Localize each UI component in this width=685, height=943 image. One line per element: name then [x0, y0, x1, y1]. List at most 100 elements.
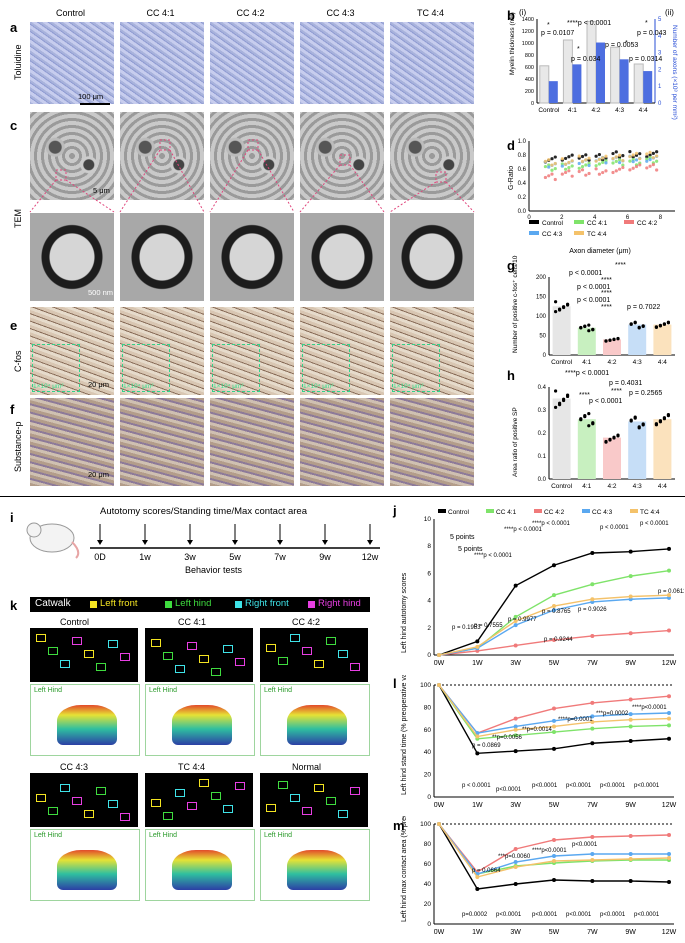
- y-tick: 80: [424, 841, 432, 848]
- data-dot: [616, 434, 620, 438]
- cfos-roi-label: 1×10⁴ μm²: [303, 383, 334, 390]
- y-tick: 0.2: [538, 431, 547, 437]
- data-dot: [591, 422, 595, 426]
- scatter-point: [570, 159, 574, 163]
- y-tick: 0.0: [518, 209, 527, 215]
- bar: [628, 324, 647, 355]
- timeline-label: 5w: [229, 552, 241, 562]
- data-dot: [554, 389, 558, 393]
- series-point: [475, 639, 480, 644]
- paw-print: [96, 787, 106, 795]
- panel-label-j: j: [393, 503, 397, 518]
- scatter-point: [638, 163, 642, 167]
- data-dot: [554, 405, 558, 409]
- series-point: [628, 549, 633, 554]
- series-point: [513, 727, 518, 732]
- heatmap-label: Left Hind: [264, 832, 293, 839]
- tem-image-cc43: [300, 112, 384, 200]
- series-point: [513, 716, 518, 721]
- scatter-point: [550, 168, 554, 172]
- toluidine-image-control: [30, 22, 114, 104]
- x-tick: 1W: [472, 802, 483, 809]
- series-point: [475, 875, 480, 879]
- stat-label: ****: [601, 290, 612, 297]
- legend-entry: TC 4:4: [587, 231, 607, 238]
- stat-label: p<0.0001: [600, 783, 626, 789]
- series-point: [513, 749, 518, 754]
- annotation: 5 points: [458, 546, 483, 553]
- legend-entry: CC 4:1: [496, 509, 517, 516]
- roman-right: (ii): [665, 8, 674, 17]
- series-point: [590, 700, 595, 705]
- tem-zoom-control: [30, 213, 114, 301]
- scatter-point: [631, 153, 635, 157]
- legend-swatch: [624, 220, 634, 224]
- series-point: [667, 628, 671, 633]
- heatmap-surface: [172, 705, 232, 745]
- bar: [577, 419, 596, 479]
- series-point: [552, 608, 556, 613]
- panel-label-l: l: [393, 676, 397, 691]
- scale-bar-a: [80, 103, 110, 105]
- y-tick: 60: [424, 861, 432, 868]
- series-point: [667, 711, 671, 715]
- timeline-arrowhead: [97, 540, 103, 545]
- x-tick: 4:1: [568, 107, 577, 114]
- scatter-point: [651, 151, 655, 155]
- x-tick: 3W: [510, 660, 521, 667]
- series-point: [475, 751, 480, 756]
- series-point: [552, 706, 556, 711]
- series-point: [552, 746, 556, 751]
- data-dot: [633, 416, 637, 420]
- scatter-point: [617, 160, 622, 165]
- stat-label: ****p < 0.0001: [474, 553, 513, 559]
- bar-axons: [643, 71, 653, 103]
- heatmap-label: Left Hind: [149, 832, 178, 839]
- legend-right-front: Right front: [245, 598, 289, 609]
- stat-label: **p=0.0056: [492, 735, 523, 741]
- y-tick: 0.2: [518, 195, 527, 201]
- bar-myelin: [562, 39, 573, 104]
- y-tick-left: 1200: [522, 29, 534, 35]
- scatter-point: [564, 162, 568, 166]
- stat-label: **p=0.0014: [522, 727, 553, 733]
- scatter-point: [645, 166, 649, 170]
- series-point: [437, 822, 441, 826]
- series-point: [590, 714, 595, 719]
- data-dot: [629, 322, 633, 326]
- paw-print: [266, 804, 276, 812]
- scatter-point: [638, 157, 642, 161]
- y-tick: 0.3: [538, 408, 547, 414]
- bar: [628, 421, 647, 479]
- x-tick: Control: [551, 483, 573, 490]
- x-tick: 4:4: [639, 107, 648, 114]
- data-dot: [658, 420, 662, 424]
- series-point: [590, 597, 595, 602]
- series-point: [667, 856, 671, 860]
- scatter-point: [577, 161, 581, 166]
- y-label: Left hind stand time (% preoperative val…: [401, 675, 408, 795]
- legend-swatch: [574, 231, 584, 235]
- x-tick: Control: [551, 359, 573, 366]
- series-point: [590, 858, 595, 862]
- stat-label: p < 0.0001: [577, 284, 610, 291]
- bar-myelin: [539, 65, 550, 104]
- pressure-heatmap: Left Hind: [145, 684, 255, 756]
- data-dot: [604, 339, 608, 343]
- sp-image-cc42: [210, 398, 294, 486]
- series-point: [667, 736, 671, 741]
- paw-print: [60, 784, 70, 792]
- stat-label: p = 0.8765: [542, 609, 571, 615]
- x-tick: 9W: [625, 802, 636, 809]
- scatter-point: [547, 158, 551, 162]
- y-tick-right: 1: [658, 84, 662, 90]
- paw-print: [338, 810, 348, 818]
- legend-entry: TC 4:4: [640, 509, 660, 516]
- x-tick: 4:3: [615, 107, 624, 114]
- scatter-point: [614, 169, 618, 173]
- legend-swatch: [438, 509, 446, 513]
- scatter-point: [580, 154, 585, 159]
- y-tick: 2: [427, 625, 431, 632]
- scatter-point: [617, 167, 622, 171]
- chart-j-autotomy: 0 2 4 6 8 10 Left hind autotomy scores 0W 1W 3W 5W…: [401, 509, 684, 667]
